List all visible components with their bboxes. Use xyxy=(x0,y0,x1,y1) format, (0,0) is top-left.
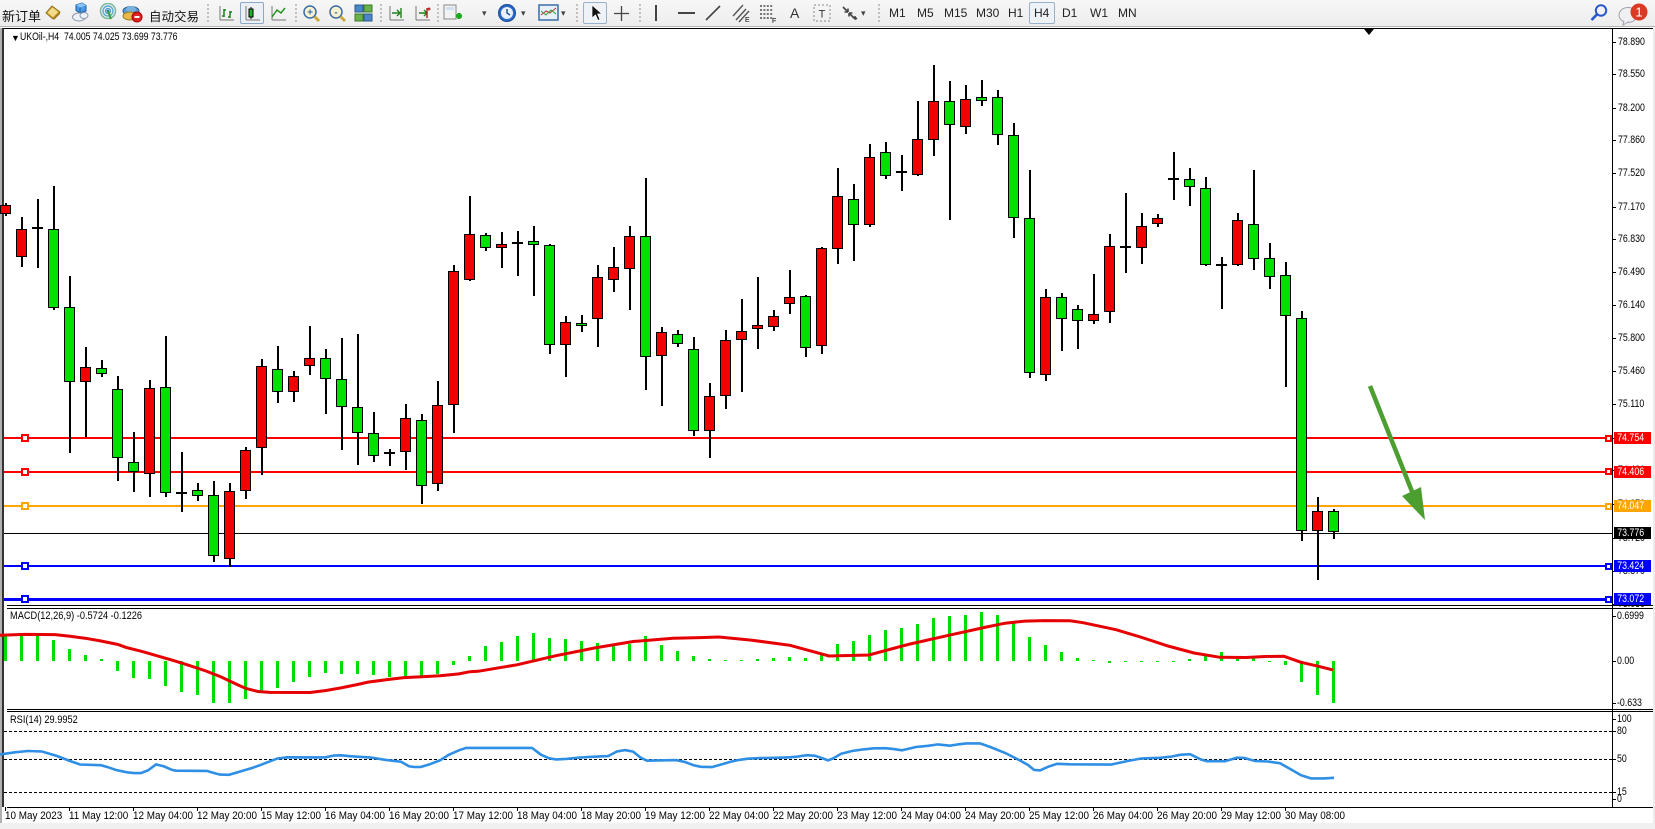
svg-text:+: + xyxy=(307,8,313,19)
svg-text:F: F xyxy=(772,18,776,24)
svg-text:1: 1 xyxy=(1635,5,1642,20)
svg-text:T: T xyxy=(819,9,826,21)
svg-text:E: E xyxy=(745,17,750,24)
svg-text:-: - xyxy=(334,8,337,19)
